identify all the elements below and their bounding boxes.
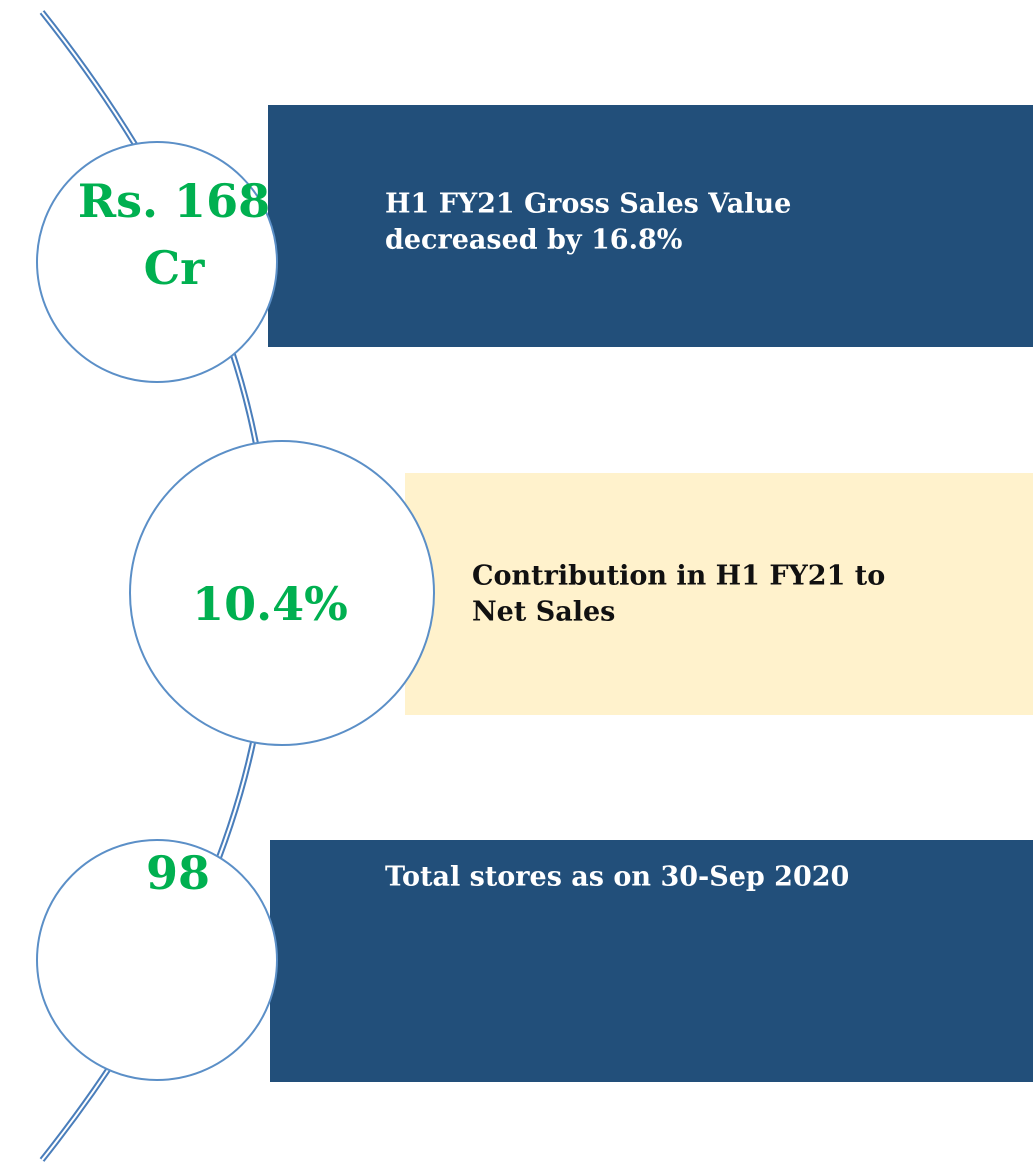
item-description: Contribution in H1 FY21 to <box>472 561 885 592</box>
item-band <box>268 105 1033 347</box>
item-band <box>405 473 1033 715</box>
item-description: H1 FY21 Gross Sales Value <box>385 189 791 220</box>
item-description: Total stores as on 30-Sep 2020 <box>385 862 849 893</box>
item-value: 98 <box>146 846 210 900</box>
item-description: Net Sales <box>472 597 615 628</box>
item-value: Rs. 168 <box>78 174 270 228</box>
item-band <box>270 840 1033 1082</box>
item-circle <box>36 839 278 1081</box>
item-description: decreased by 16.8% <box>385 225 682 256</box>
item-value: Cr <box>144 241 206 295</box>
item-circle <box>129 440 435 746</box>
item-value: 10.4% <box>192 577 348 631</box>
item-circle <box>36 141 278 383</box>
